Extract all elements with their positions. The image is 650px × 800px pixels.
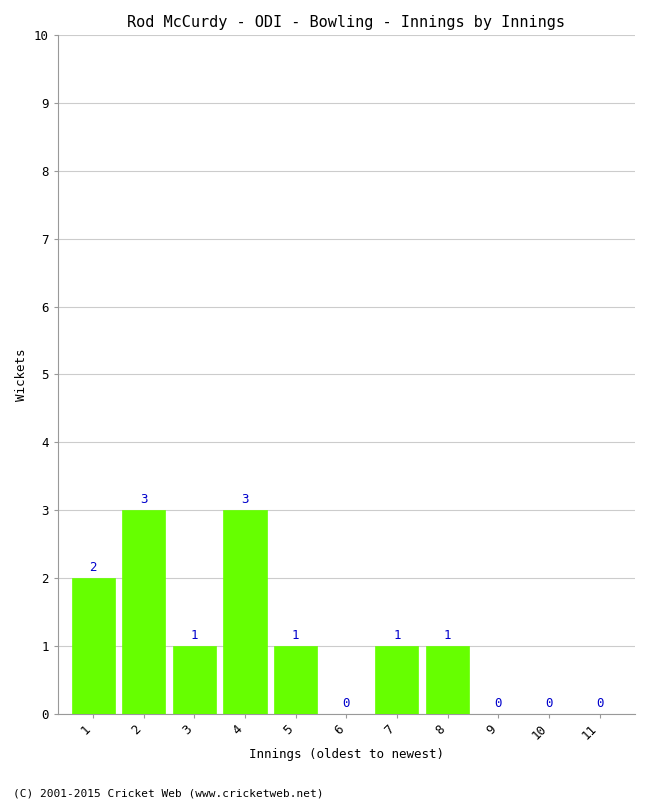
Text: 1: 1 (393, 629, 400, 642)
Text: 1: 1 (444, 629, 451, 642)
Text: 0: 0 (495, 697, 502, 710)
Bar (376, 646, 419, 714)
Bar (173, 646, 216, 714)
Text: 2: 2 (89, 561, 97, 574)
Text: 0: 0 (343, 697, 350, 710)
Bar (426, 646, 469, 714)
Text: 0: 0 (596, 697, 603, 710)
Text: 1: 1 (292, 629, 300, 642)
Text: 3: 3 (140, 493, 148, 506)
Bar (72, 578, 114, 714)
Text: 0: 0 (545, 697, 552, 710)
Text: 3: 3 (241, 493, 249, 506)
X-axis label: Innings (oldest to newest): Innings (oldest to newest) (249, 748, 444, 761)
Bar (224, 510, 266, 714)
Bar (122, 510, 165, 714)
Bar (274, 646, 317, 714)
Text: 1: 1 (190, 629, 198, 642)
Text: (C) 2001-2015 Cricket Web (www.cricketweb.net): (C) 2001-2015 Cricket Web (www.cricketwe… (13, 788, 324, 798)
Title: Rod McCurdy - ODI - Bowling - Innings by Innings: Rod McCurdy - ODI - Bowling - Innings by… (127, 15, 566, 30)
Y-axis label: Wickets: Wickets (15, 348, 28, 401)
